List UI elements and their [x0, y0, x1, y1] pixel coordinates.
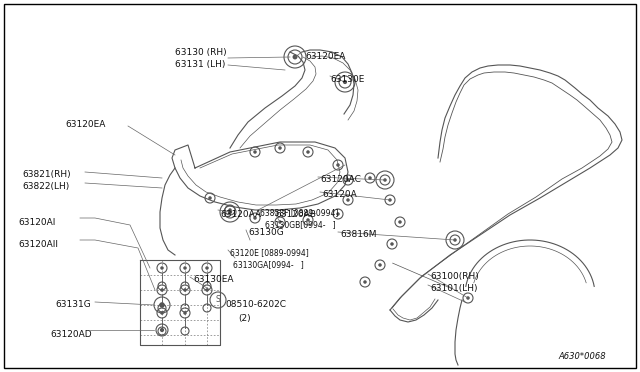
Circle shape: [364, 280, 367, 284]
Text: 63120AB: 63120AB: [275, 210, 316, 219]
Circle shape: [205, 288, 209, 292]
Circle shape: [183, 288, 187, 292]
Circle shape: [346, 198, 349, 202]
Text: 63100(RH): 63100(RH): [430, 272, 479, 281]
Circle shape: [278, 220, 282, 224]
Circle shape: [378, 263, 381, 267]
Text: 63130GA[0994-   ]: 63130GA[0994- ]: [233, 260, 304, 269]
Text: (2): (2): [238, 314, 251, 323]
Circle shape: [292, 55, 298, 60]
Circle shape: [398, 220, 402, 224]
Text: S: S: [216, 295, 220, 305]
Circle shape: [336, 212, 340, 216]
Circle shape: [208, 196, 212, 200]
Circle shape: [346, 178, 349, 182]
Text: 08510-6202C: 08510-6202C: [225, 300, 286, 309]
Text: 63120AI: 63120AI: [18, 218, 56, 227]
Text: 63101(LH): 63101(LH): [430, 284, 477, 293]
Text: 63131G: 63131G: [55, 300, 91, 309]
Circle shape: [467, 296, 470, 300]
Circle shape: [183, 266, 187, 270]
Circle shape: [228, 210, 232, 214]
Text: 63816M: 63816M: [340, 230, 376, 239]
Text: 63120AD: 63120AD: [50, 330, 92, 339]
Text: 63120A: 63120A: [322, 190, 356, 199]
Text: 63120AC: 63120AC: [320, 175, 361, 184]
Text: 63120EA: 63120EA: [65, 120, 106, 129]
Text: 63120EA: 63120EA: [305, 52, 346, 61]
Circle shape: [228, 208, 232, 212]
Text: 63821(RH): 63821(RH): [22, 170, 70, 179]
Text: 63130GB[0994-   ]: 63130GB[0994- ]: [265, 220, 335, 229]
Circle shape: [278, 146, 282, 150]
Text: 63130G: 63130G: [248, 228, 284, 237]
Circle shape: [160, 328, 164, 332]
Text: 63120AA: 63120AA: [220, 210, 261, 219]
Circle shape: [253, 150, 257, 154]
Text: A630*0068: A630*0068: [558, 352, 605, 361]
Circle shape: [453, 238, 457, 242]
Circle shape: [160, 266, 164, 270]
Circle shape: [307, 150, 310, 154]
Circle shape: [388, 198, 392, 202]
Text: 63822(LH): 63822(LH): [22, 182, 69, 191]
Circle shape: [368, 176, 372, 180]
Circle shape: [159, 302, 165, 308]
Text: 63130 (RH): 63130 (RH): [175, 48, 227, 57]
Text: 63130EA: 63130EA: [193, 275, 234, 284]
Circle shape: [160, 288, 164, 292]
Circle shape: [383, 178, 387, 182]
Circle shape: [253, 216, 257, 220]
Text: 63120AII: 63120AII: [18, 240, 58, 249]
Circle shape: [307, 218, 310, 222]
Text: 63130E: 63130E: [330, 75, 364, 84]
Circle shape: [343, 80, 347, 84]
Circle shape: [205, 266, 209, 270]
Text: 63858F [0889-0994]: 63858F [0889-0994]: [260, 208, 339, 217]
Circle shape: [183, 311, 187, 315]
Text: 63120E [0889-0994]: 63120E [0889-0994]: [230, 248, 308, 257]
Circle shape: [336, 163, 340, 167]
Circle shape: [160, 311, 164, 315]
Circle shape: [390, 242, 394, 246]
Text: 63131 (LH): 63131 (LH): [175, 60, 225, 69]
